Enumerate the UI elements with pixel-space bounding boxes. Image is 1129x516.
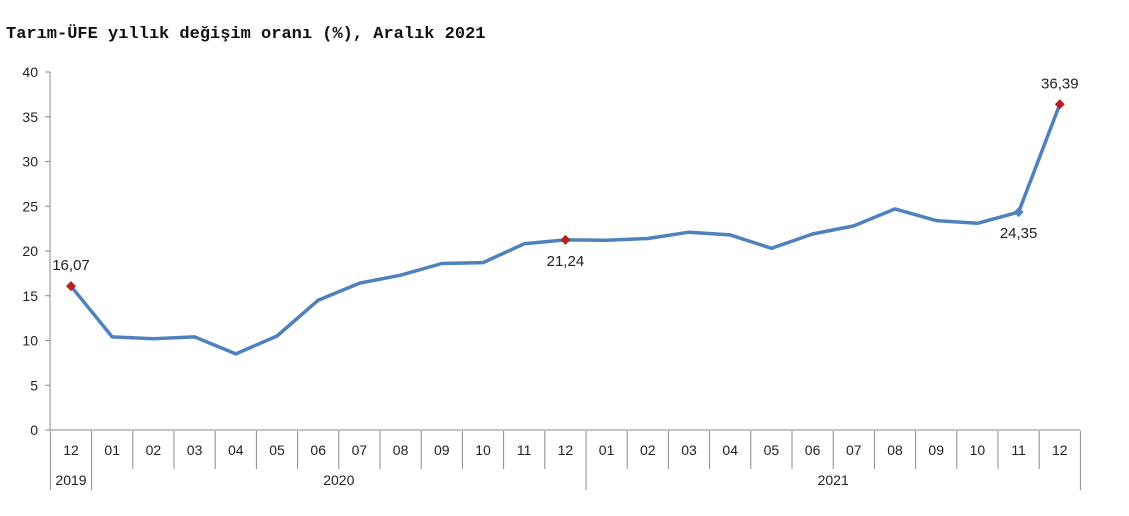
x-tick-label: 09	[434, 442, 450, 458]
y-tick-label: 25	[22, 198, 38, 214]
data-point-marker	[66, 281, 76, 292]
x-tick-label: 03	[681, 442, 697, 458]
x-tick-label: 02	[146, 442, 162, 458]
year-label: 2020	[323, 472, 354, 488]
x-tick-label: 08	[393, 442, 409, 458]
x-tick-label: 10	[475, 442, 491, 458]
data-label: 16,07	[52, 257, 90, 274]
data-point-marker	[1054, 99, 1065, 110]
y-tick-label: 35	[22, 109, 38, 125]
x-tick-label: 06	[805, 442, 821, 458]
y-tick-label: 15	[22, 288, 38, 304]
x-tick-label: 09	[928, 442, 944, 458]
x-tick-label: 12	[558, 442, 574, 458]
data-point-marker	[560, 234, 571, 245]
chart-title: Tarım-ÜFE yıllık değişim oranı (%), Aral…	[6, 25, 486, 44]
year-label: 2019	[55, 472, 86, 488]
data-label: 21,24	[547, 253, 585, 270]
x-tick-label: 07	[846, 442, 862, 458]
x-tick-label: 11	[1011, 442, 1026, 458]
x-tick-label: 04	[722, 442, 738, 458]
y-tick-label: 0	[30, 422, 38, 438]
data-label: 24,35	[1000, 225, 1038, 242]
x-tick-label: 12	[1052, 442, 1068, 458]
x-tick-label: 01	[104, 442, 120, 458]
x-tick-label: 07	[352, 442, 368, 458]
year-label: 2021	[818, 472, 849, 488]
y-tick-label: 5	[30, 377, 38, 393]
x-tick-label: 10	[970, 442, 986, 458]
x-tick-label: 05	[269, 442, 285, 458]
y-tick-label: 10	[22, 333, 38, 349]
series-line	[69, 102, 1062, 356]
data-point-marker	[1013, 207, 1024, 218]
x-tick-label: 02	[640, 442, 656, 458]
x-tick-label: 11	[517, 442, 532, 458]
x-tick-label: 06	[310, 442, 326, 458]
y-tick-label: 40	[22, 64, 38, 80]
x-tick-label: 05	[764, 442, 780, 458]
x-tick-label: 04	[228, 442, 244, 458]
data-label: 36,39	[1041, 75, 1079, 92]
y-tick-label: 20	[22, 243, 38, 259]
x-tick-label: 03	[187, 442, 203, 458]
x-tick-label: 08	[887, 442, 903, 458]
y-tick-label: 30	[22, 154, 38, 170]
x-tick-label: 12	[63, 442, 79, 458]
x-tick-label: 01	[599, 442, 615, 458]
